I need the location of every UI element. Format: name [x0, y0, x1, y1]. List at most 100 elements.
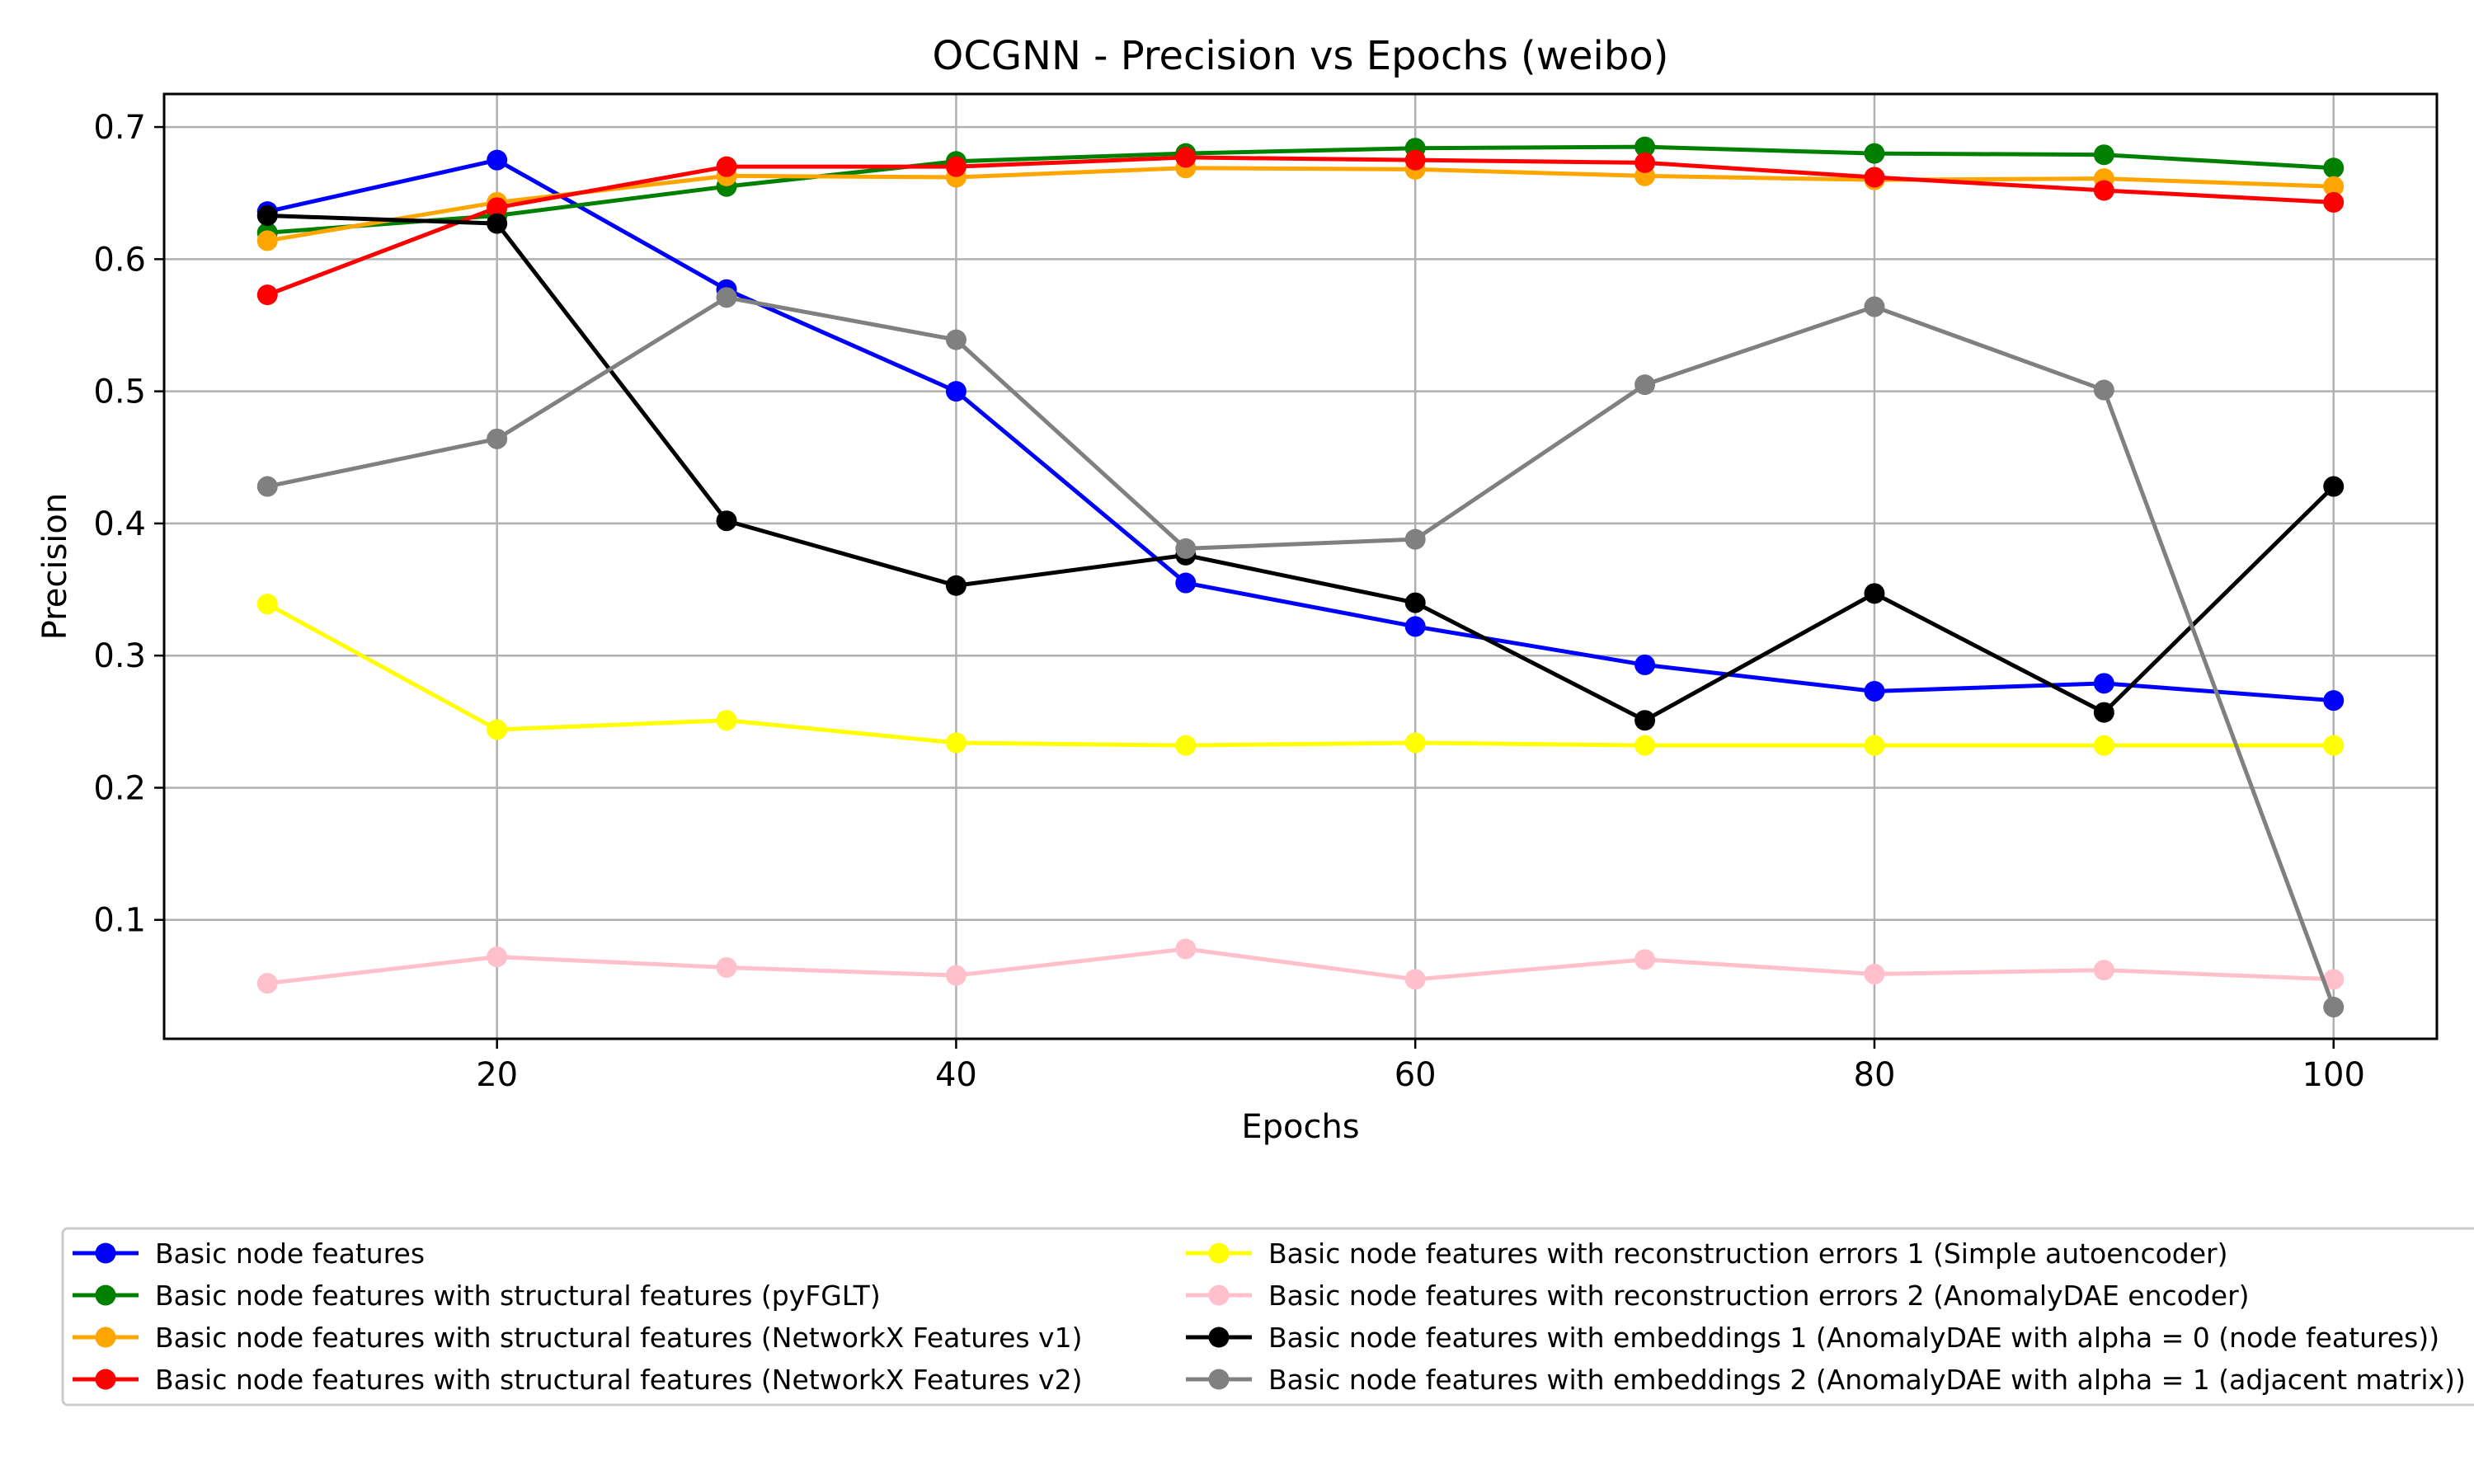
y-axis-label: Precision: [36, 493, 74, 640]
legend-marker: [1208, 1369, 1230, 1390]
data-point: [1864, 735, 1885, 756]
data-point: [487, 946, 508, 968]
legend-marker: [1208, 1242, 1230, 1264]
data-point: [487, 428, 508, 449]
x-tick-label: 60: [1395, 1056, 1437, 1094]
data-point: [716, 156, 737, 177]
data-point: [1404, 732, 1426, 754]
data-point: [1175, 735, 1197, 756]
x-axis-label: Epochs: [1241, 1108, 1359, 1146]
data-point: [256, 594, 278, 615]
data-point: [1864, 963, 1885, 984]
series-8: [256, 287, 2345, 1018]
y-tick-label: 0.5: [93, 373, 146, 411]
y-tick-label: 0.4: [93, 505, 146, 543]
data-point: [1864, 167, 1885, 188]
data-point: [1175, 538, 1197, 559]
data-point: [2323, 735, 2345, 756]
data-point: [1634, 735, 1656, 756]
legend-entry: Basic node features with structural feat…: [73, 1364, 1082, 1396]
data-point: [1634, 152, 1656, 173]
legend-entry: Basic node features: [73, 1237, 425, 1270]
legend-entry: Basic node features with reconstruction …: [1186, 1237, 2228, 1270]
data-point: [1404, 592, 1426, 613]
legend-label: Basic node features with structural feat…: [155, 1322, 1082, 1354]
legend-label: Basic node features with embeddings 1 (A…: [1268, 1322, 2439, 1354]
series-1: [256, 149, 2345, 711]
legend-entry: Basic node features with reconstruction …: [1186, 1280, 2250, 1312]
data-point: [2093, 702, 2114, 723]
series-line: [266, 157, 2334, 703]
data-point: [487, 719, 508, 740]
series-line: [266, 155, 2334, 297]
data-point: [1404, 149, 1426, 171]
data-point: [256, 204, 278, 226]
data-point: [716, 510, 737, 532]
data-point: [1175, 147, 1197, 168]
legend-entry: Basic node features with structural feat…: [73, 1280, 881, 1312]
data-point: [945, 156, 967, 177]
axis-ticks: 20 40 60 80 100 0.1 0.2 0.3 0.4 0.5 0.6 0.7: [93, 109, 2365, 1094]
data-point: [256, 476, 278, 497]
legend-marker: [95, 1369, 116, 1390]
data-point: [1404, 616, 1426, 637]
x-tick-label: 80: [1854, 1056, 1896, 1094]
legend-marker: [95, 1327, 116, 1348]
data-point: [2323, 176, 2345, 197]
data-point: [945, 732, 967, 754]
x-tick-label: 100: [2302, 1056, 2365, 1094]
series-6: [256, 938, 2345, 994]
data-point: [1864, 296, 1885, 317]
y-tick-label: 0.2: [93, 769, 146, 807]
data-point: [1634, 949, 1656, 970]
data-point: [2323, 969, 2345, 990]
data-point: [2093, 673, 2114, 694]
data-point: [2093, 379, 2114, 401]
data-point: [2093, 960, 2114, 981]
data-point: [2323, 997, 2345, 1018]
chart-title: OCGNN - Precision vs Epochs (weibo): [933, 33, 1669, 79]
x-tick-label: 40: [935, 1056, 977, 1094]
data-point: [1634, 654, 1656, 675]
legend: Basic node features Basic node features w…: [61, 1227, 2474, 1407]
data-point: [2323, 157, 2345, 179]
series-line: [266, 602, 2334, 748]
data-point: [1864, 680, 1885, 702]
data-point: [2323, 690, 2345, 711]
data-point: [1404, 969, 1426, 990]
data-point: [2323, 476, 2345, 497]
data-point: [2093, 144, 2114, 166]
x-tick-label: 20: [476, 1056, 518, 1094]
y-tick-label: 0.3: [93, 637, 146, 675]
plot-frame: [162, 92, 2439, 1040]
data-point: [716, 710, 737, 731]
data-point: [256, 973, 278, 994]
data-point: [1864, 143, 1885, 164]
legend-marker: [95, 1284, 116, 1306]
y-tick-label: 0.7: [93, 109, 146, 147]
legend-label: Basic node features with embeddings 2 (A…: [1268, 1364, 2466, 1396]
series-line: [266, 295, 2336, 1008]
series-5: [256, 594, 2345, 756]
data-point: [716, 287, 737, 308]
legend-label: Basic node features with structural feat…: [155, 1280, 881, 1312]
series-line: [267, 144, 2334, 235]
data-point: [945, 965, 967, 986]
legend-entry: Basic node features with structural feat…: [73, 1322, 1082, 1354]
data-point: [2093, 180, 2114, 201]
data-point: [945, 381, 967, 402]
legend-entry: Basic node features with embeddings 2 (A…: [1186, 1364, 2466, 1396]
legend-label: Basic node features with structural feat…: [155, 1364, 1082, 1396]
series-2: [256, 136, 2345, 243]
data-point: [487, 197, 508, 218]
grid: [164, 94, 2437, 1039]
y-tick-label: 0.6: [93, 241, 146, 279]
legend-frame: [61, 1227, 2474, 1407]
y-tick-label: 0.1: [93, 902, 146, 940]
legend-entry: Basic node features with embeddings 1 (A…: [1186, 1322, 2439, 1354]
legend-label: Basic node features: [155, 1237, 425, 1270]
data-point: [716, 956, 737, 978]
series-line: [266, 946, 2334, 986]
series-4: [256, 147, 2345, 306]
